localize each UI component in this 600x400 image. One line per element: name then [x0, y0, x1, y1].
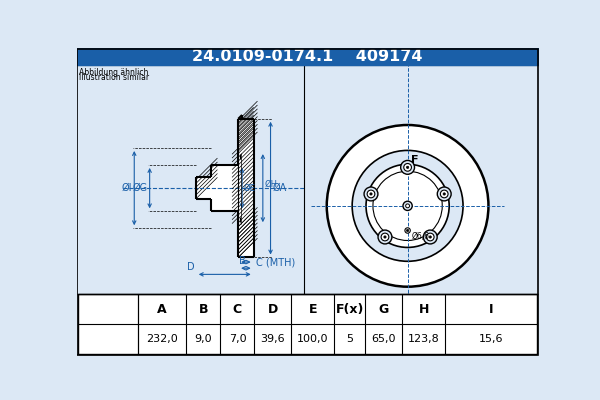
Text: ØA: ØA	[273, 183, 287, 193]
Text: 65,0: 65,0	[371, 334, 396, 344]
Circle shape	[440, 190, 448, 198]
Text: 5: 5	[346, 334, 353, 344]
Circle shape	[437, 187, 451, 201]
Circle shape	[401, 160, 415, 174]
Bar	[238, 119, 254, 258]
Circle shape	[384, 236, 386, 238]
Bar	[77, 48, 539, 65]
Bar	[211, 165, 238, 211]
Text: D: D	[187, 262, 194, 272]
Text: ØG: ØG	[132, 183, 148, 193]
Circle shape	[403, 201, 412, 210]
Text: 9,0: 9,0	[194, 334, 212, 344]
Text: 39,6: 39,6	[260, 334, 285, 344]
Bar	[78, 294, 537, 354]
Text: F(x): F(x)	[335, 302, 364, 316]
Text: I: I	[489, 302, 493, 316]
Text: Ø6,6: Ø6,6	[412, 232, 430, 241]
Text: Illustration similar: Illustration similar	[79, 74, 149, 82]
Circle shape	[366, 164, 449, 248]
Text: E: E	[308, 302, 317, 316]
Circle shape	[406, 166, 409, 168]
Circle shape	[427, 233, 434, 241]
Text: B: B	[199, 302, 208, 316]
Text: 15,6: 15,6	[479, 334, 503, 344]
Circle shape	[327, 125, 488, 287]
Circle shape	[373, 171, 442, 240]
Circle shape	[406, 204, 410, 208]
Text: 232,0: 232,0	[146, 334, 178, 344]
Text: A: A	[157, 302, 167, 316]
Text: ØE: ØE	[244, 184, 256, 193]
Circle shape	[370, 193, 372, 195]
Circle shape	[367, 190, 375, 198]
Text: C: C	[233, 302, 242, 316]
Circle shape	[443, 193, 445, 195]
Text: C (MTH): C (MTH)	[256, 257, 295, 267]
Text: 7,0: 7,0	[229, 334, 246, 344]
Circle shape	[406, 229, 409, 232]
Text: ØH: ØH	[265, 180, 277, 189]
Text: 100,0: 100,0	[297, 334, 329, 344]
Text: F: F	[412, 155, 419, 165]
Text: Abbildung ähnlich: Abbildung ähnlich	[79, 68, 148, 77]
Text: 123,8: 123,8	[408, 334, 440, 344]
Circle shape	[405, 228, 410, 233]
Circle shape	[429, 236, 431, 238]
Circle shape	[404, 164, 412, 171]
Text: G: G	[379, 302, 389, 316]
Text: H: H	[419, 302, 429, 316]
Text: ØI: ØI	[121, 183, 132, 193]
Circle shape	[378, 230, 392, 244]
Text: B: B	[239, 256, 245, 266]
Bar	[196, 177, 211, 199]
Circle shape	[381, 233, 389, 241]
Text: D: D	[268, 302, 278, 316]
Text: 24.0109-0174.1    409174: 24.0109-0174.1 409174	[192, 49, 423, 64]
Circle shape	[364, 187, 378, 201]
Circle shape	[423, 230, 437, 244]
Circle shape	[352, 150, 463, 261]
